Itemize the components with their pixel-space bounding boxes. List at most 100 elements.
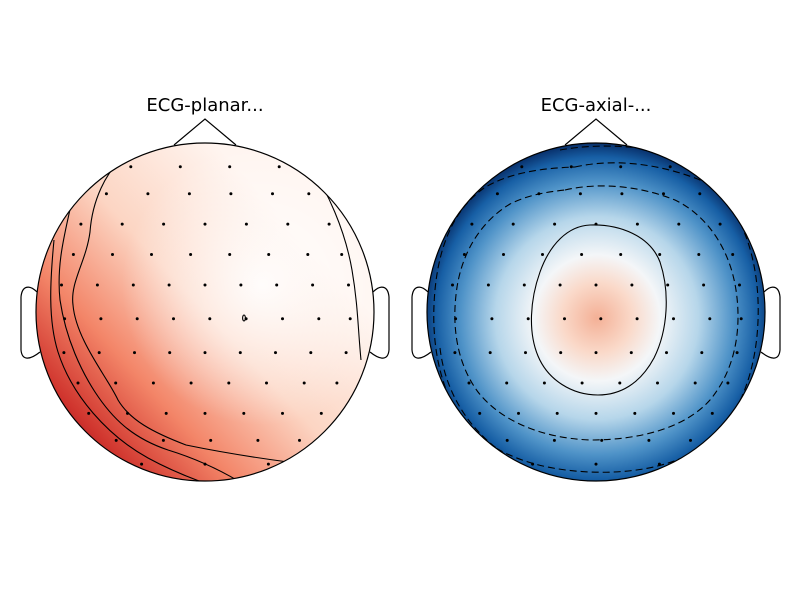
sensor-marker xyxy=(256,438,260,442)
sensor-marker xyxy=(302,381,306,385)
sensor-marker xyxy=(594,411,598,415)
sensor-marker xyxy=(658,253,662,256)
sensor-marker xyxy=(672,317,675,321)
sensor-marker xyxy=(146,192,150,196)
sensor-marker xyxy=(537,192,541,196)
sensor-marker xyxy=(594,283,598,287)
planar-contour-2 xyxy=(58,199,241,481)
sensor-marker xyxy=(281,411,284,415)
sensor-marker xyxy=(347,283,350,287)
sensor-marker xyxy=(505,438,509,442)
sensor-marker xyxy=(462,253,466,256)
sensor-marker xyxy=(594,462,598,466)
planar-field-highlight xyxy=(36,143,374,481)
sensor-marker xyxy=(79,222,83,226)
axial-head-circle xyxy=(426,142,766,482)
sensor-marker xyxy=(203,351,207,355)
axial-right-ear xyxy=(760,286,781,359)
sensor-marker xyxy=(486,283,490,287)
sensor-marker xyxy=(227,381,231,385)
sensor-marker xyxy=(555,411,559,415)
sensor-marker xyxy=(470,222,474,226)
sensor-marker xyxy=(120,222,124,226)
sensor-marker xyxy=(666,283,670,287)
sensor-marker xyxy=(129,165,133,169)
sensor-marker xyxy=(167,283,171,287)
sensor-marker xyxy=(495,192,499,196)
sensor-marker xyxy=(520,165,524,169)
sensor-marker xyxy=(600,438,604,442)
sensor-marker xyxy=(317,317,321,321)
sensor-marker xyxy=(244,317,248,321)
sensor-marker xyxy=(228,165,232,169)
sensor-marker xyxy=(738,283,741,287)
planar-contour-3 xyxy=(50,239,211,481)
sensor-marker xyxy=(672,411,675,415)
sensor-marker xyxy=(599,317,603,321)
sensor-marker xyxy=(488,351,492,355)
sensor-marker xyxy=(164,411,168,415)
sensor-marker xyxy=(594,351,598,355)
sensor-marker xyxy=(505,381,509,385)
axial-contour-dashed-2 xyxy=(433,162,759,473)
sensor-marker xyxy=(265,381,268,385)
sensor-marker xyxy=(266,462,270,466)
planar-nose xyxy=(173,118,237,146)
sensor-marker xyxy=(541,253,544,256)
sensor-marker xyxy=(618,381,622,385)
sensor-marker xyxy=(281,317,284,321)
planar-right-ear xyxy=(369,286,390,359)
sensor-marker xyxy=(168,351,172,355)
axial-contour-center xyxy=(530,224,667,396)
sensor-marker xyxy=(693,381,697,385)
sensor-marker xyxy=(229,192,233,196)
sensor-marker xyxy=(238,351,242,355)
sensor-marker xyxy=(662,192,665,196)
sensor-marker xyxy=(135,317,139,321)
axial-sensors xyxy=(451,165,743,466)
sensor-marker xyxy=(578,192,582,196)
planar-left-ear xyxy=(20,286,41,359)
sensor-marker xyxy=(558,283,562,287)
sensor-marker xyxy=(697,253,701,256)
sensor-marker xyxy=(647,438,651,442)
axial-field xyxy=(427,143,765,481)
sensor-marker xyxy=(454,317,458,321)
sensor-marker xyxy=(239,283,243,287)
sensor-marker xyxy=(559,351,563,355)
sensor-marker xyxy=(635,222,639,226)
sensor-marker xyxy=(209,438,213,442)
sensor-marker xyxy=(242,411,246,415)
sensor-marker xyxy=(569,165,573,169)
sensor-marker xyxy=(731,253,735,256)
sensor-marker xyxy=(95,283,99,287)
planar-title: ECG-planar... xyxy=(146,95,263,116)
sensor-marker xyxy=(203,411,207,415)
sensor-marker xyxy=(277,165,281,169)
sensor-marker xyxy=(708,317,712,321)
axial-left-ear xyxy=(411,286,432,359)
sensor-marker xyxy=(739,317,743,321)
sensor-marker xyxy=(189,381,193,385)
sensor-marker xyxy=(228,253,232,256)
sensor-marker xyxy=(700,351,704,355)
sensor-marker xyxy=(307,192,311,196)
sensor-marker xyxy=(126,411,129,415)
sensor-marker xyxy=(657,462,661,466)
planar-sensors xyxy=(60,165,352,466)
sensor-marker xyxy=(62,351,66,355)
sensor-marker xyxy=(189,253,193,256)
sensor-marker xyxy=(619,165,623,169)
sensor-marker xyxy=(689,438,692,442)
sensor-marker xyxy=(306,253,310,256)
sensor-marker xyxy=(151,381,155,385)
topomap-axial: ECG-axial-... xyxy=(411,95,781,482)
sensor-marker xyxy=(451,283,454,287)
sensor-marker xyxy=(275,283,279,287)
sensor-marker xyxy=(244,222,248,226)
sensor-marker xyxy=(629,351,633,355)
sensor-marker xyxy=(63,317,67,321)
sensor-marker xyxy=(309,351,313,355)
sensor-marker xyxy=(735,351,739,355)
planar-head-outline xyxy=(20,118,390,359)
